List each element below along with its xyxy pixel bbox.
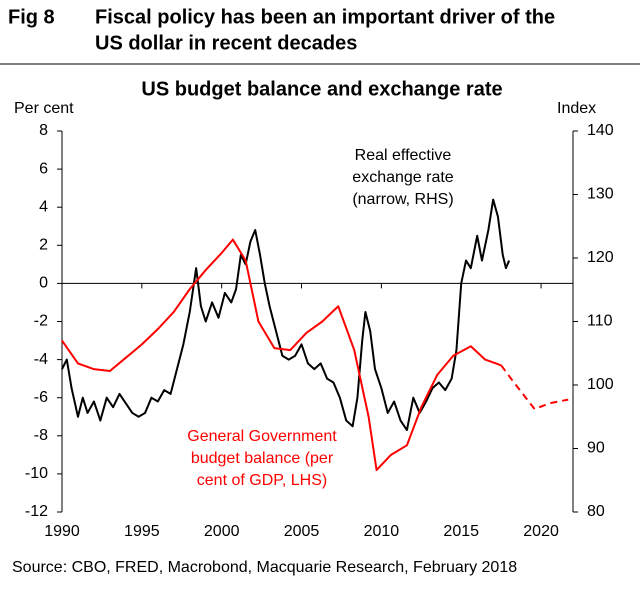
x-tick-label: 1990 [44, 523, 80, 540]
y2-tick-label: 120 [587, 249, 614, 266]
chart-title: US budget balance and exchange rate [141, 78, 502, 100]
x-tick-label: 1995 [124, 523, 160, 540]
fig-number: Fig 8 [8, 6, 55, 28]
y2-tick-label: 110 [587, 313, 613, 330]
y2-tick-label: 90 [587, 440, 605, 457]
y2-axis-label: Index [557, 100, 596, 117]
x-tick-label: 2005 [284, 523, 320, 540]
y-tick-label: -12 [25, 503, 48, 520]
y2-tick-label: 130 [587, 186, 614, 203]
y-tick-label: -6 [34, 389, 48, 406]
series-label: cent of GDP, LHS) [197, 472, 327, 489]
x-tick-label: 2010 [364, 523, 400, 540]
y-tick-label: 0 [39, 275, 48, 292]
y-tick-label: -8 [34, 427, 48, 444]
source: Source: CBO, FRED, Macrobond, Macquarie … [12, 559, 517, 576]
y2-tick-label: 100 [587, 376, 614, 393]
y2-tick-label: 80 [587, 503, 605, 520]
x-tick-label: 2015 [443, 523, 479, 540]
x-tick-label: 2020 [523, 523, 559, 540]
header-title: Fiscal policy has been an important driv… [95, 6, 555, 28]
y-tick-label: 4 [39, 198, 48, 215]
y-axis-label: Per cent [14, 100, 74, 117]
y2-tick-label: 140 [587, 122, 614, 139]
series-label: (narrow, RHS) [352, 191, 453, 208]
header-title: US dollar in recent decades [95, 32, 357, 54]
series-label: exchange rate [352, 169, 454, 186]
series-label: Real effective [355, 147, 452, 164]
y-tick-label: -2 [34, 313, 48, 330]
series-label: General Government [187, 428, 337, 445]
y-tick-label: 2 [39, 237, 48, 254]
y-tick-label: -10 [25, 465, 48, 482]
y-tick-label: 8 [39, 122, 48, 139]
x-tick-label: 2000 [204, 523, 240, 540]
series-line [61, 198, 511, 432]
y-tick-label: 6 [39, 160, 48, 177]
series-line [61, 238, 502, 472]
series-label: budget balance (per [191, 450, 334, 467]
series-line [500, 364, 569, 411]
y-tick-label: -4 [34, 351, 48, 368]
